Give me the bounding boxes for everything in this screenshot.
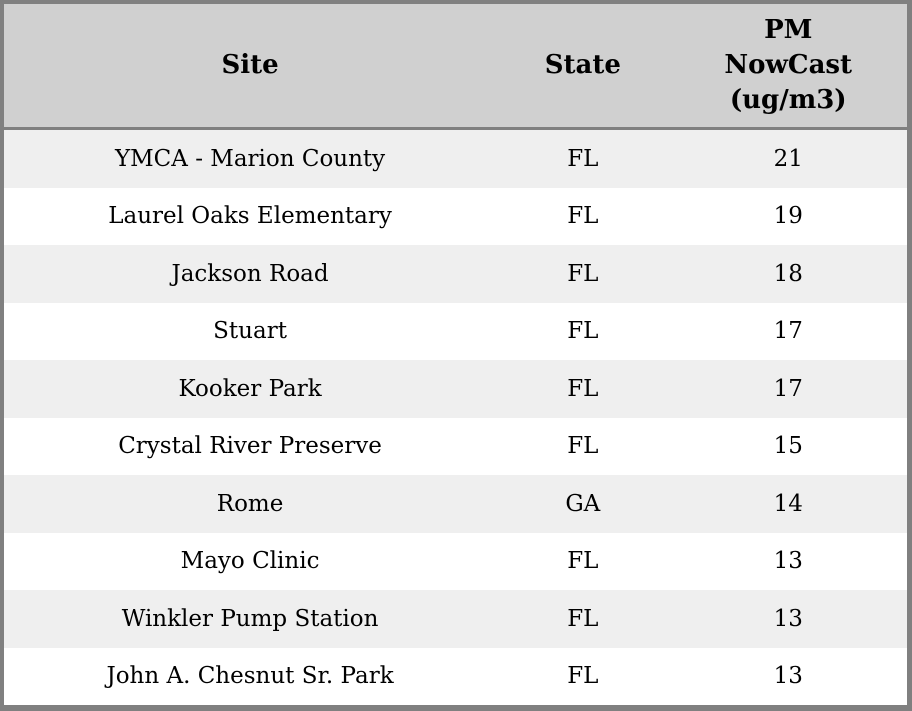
cell-pm-nowcast: 21: [773, 145, 803, 172]
table-body: YMCA - Marion County FL 21 Laurel Oaks E…: [4, 130, 907, 705]
table-header-row: Site State PM NowCast (ug/m3): [4, 4, 907, 130]
cell-state: FL: [567, 203, 599, 230]
column-header-site-label: Site: [221, 50, 279, 80]
cell-site: Laurel Oaks Elementary: [108, 203, 392, 230]
cell-state: FL: [567, 318, 599, 345]
cell-state: FL: [567, 260, 599, 287]
table-row: Mayo Clinic FL 13: [4, 532, 907, 590]
cell-pm-nowcast: 18: [773, 260, 803, 287]
cell-pm-nowcast: 17: [773, 375, 803, 402]
column-header-state-label: State: [544, 50, 621, 80]
table-row: Crystal River Preserve FL 15: [4, 417, 907, 475]
column-header-site: Site: [4, 48, 496, 83]
cell-state: FL: [567, 375, 599, 402]
cell-state: FL: [567, 145, 599, 172]
cell-pm-nowcast: 13: [773, 663, 803, 690]
cell-pm-nowcast: 15: [773, 433, 803, 460]
cell-site: Jackson Road: [171, 260, 329, 287]
cell-site: Mayo Clinic: [180, 548, 320, 575]
cell-state: FL: [567, 605, 599, 632]
column-header-pm-nowcast-label: PM NowCast (ug/m3): [724, 15, 853, 115]
cell-site: YMCA - Marion County: [114, 145, 386, 172]
cell-site: Stuart: [213, 318, 287, 345]
cell-site: John A. Chesnut Sr. Park: [106, 663, 394, 690]
cell-site: Kooker Park: [178, 375, 322, 402]
cell-pm-nowcast: 17: [773, 318, 803, 345]
cell-state: FL: [567, 548, 599, 575]
table-row: Stuart FL 17: [4, 302, 907, 360]
cell-pm-nowcast: 14: [773, 490, 803, 517]
column-header-pm-nowcast: PM NowCast (ug/m3): [670, 13, 907, 118]
column-header-state: State: [496, 48, 669, 83]
table-row: YMCA - Marion County FL 21: [4, 130, 907, 188]
table-row: Winkler Pump Station FL 13: [4, 590, 907, 648]
cell-pm-nowcast: 13: [773, 548, 803, 575]
cell-site: Rome: [216, 490, 284, 517]
table-row: Jackson Road FL 18: [4, 245, 907, 303]
cell-state: GA: [565, 490, 601, 517]
table-row: Rome GA 14: [4, 475, 907, 533]
table-row: John A. Chesnut Sr. Park FL 13: [4, 647, 907, 705]
table-row: Kooker Park FL 17: [4, 360, 907, 418]
cell-state: FL: [567, 433, 599, 460]
cell-site: Winkler Pump Station: [121, 605, 379, 632]
cell-site: Crystal River Preserve: [118, 433, 382, 460]
table-row: Laurel Oaks Elementary FL 19: [4, 187, 907, 245]
cell-state: FL: [567, 663, 599, 690]
cell-pm-nowcast: 19: [773, 203, 803, 230]
cell-pm-nowcast: 13: [773, 605, 803, 632]
